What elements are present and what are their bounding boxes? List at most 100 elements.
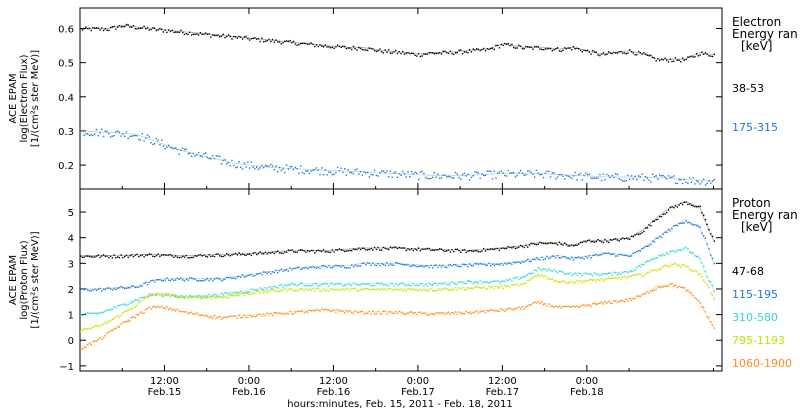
data-point	[319, 173, 321, 176]
data-point	[417, 178, 420, 180]
data-point	[349, 47, 351, 49]
data-point	[252, 275, 254, 277]
data-point	[581, 304, 583, 306]
data-point	[314, 310, 316, 312]
data-point	[171, 29, 173, 32]
data-point	[143, 298, 145, 300]
data-point	[236, 254, 238, 256]
data-point	[696, 270, 698, 272]
data-point	[622, 300, 624, 302]
data-point	[655, 60, 657, 62]
data-point	[234, 292, 237, 294]
data-point	[671, 263, 673, 266]
data-point	[527, 246, 529, 248]
data-point	[634, 234, 636, 236]
data-point	[680, 286, 682, 288]
data-point	[405, 52, 407, 54]
data-point	[442, 174, 444, 176]
data-point	[483, 174, 485, 177]
data-point	[627, 272, 629, 274]
data-point	[210, 278, 212, 280]
data-point	[673, 263, 675, 266]
data-point	[303, 42, 305, 44]
data-point	[615, 277, 617, 279]
data-point	[185, 295, 187, 298]
data-point	[678, 59, 680, 61]
data-point	[132, 307, 135, 309]
data-point	[467, 280, 469, 282]
data-point	[599, 254, 601, 256]
data-point	[166, 31, 168, 34]
data-point	[169, 307, 172, 310]
data-point	[175, 294, 177, 296]
data-point	[708, 286, 710, 289]
data-point	[618, 178, 620, 180]
data-point	[539, 174, 541, 176]
data-point	[523, 48, 525, 50]
data-point	[453, 263, 455, 266]
data-point	[703, 265, 705, 268]
data-point	[391, 283, 393, 285]
data-point	[284, 171, 286, 174]
data-point	[344, 45, 346, 48]
data-point	[95, 128, 98, 131]
data-point	[134, 306, 136, 308]
data-point	[680, 179, 682, 181]
data-point	[109, 288, 112, 290]
data-point	[400, 247, 402, 249]
data-point	[576, 257, 578, 259]
data-point	[148, 136, 150, 138]
y-axis-label: [1/(cm²s ster MeV)]	[30, 50, 41, 147]
data-point	[657, 256, 659, 259]
data-point	[134, 254, 136, 256]
data-point	[655, 237, 657, 239]
data-point	[534, 176, 536, 178]
data-point	[652, 173, 654, 175]
data-point	[248, 167, 251, 169]
data-point	[652, 220, 654, 223]
data-point	[234, 315, 237, 317]
data-point	[287, 284, 290, 286]
data-point	[111, 257, 114, 259]
data-point	[511, 308, 513, 311]
data-point	[711, 180, 714, 182]
data-point	[602, 273, 605, 275]
data-point	[518, 172, 520, 174]
data-point	[551, 277, 553, 280]
data-point	[182, 295, 184, 297]
data-point	[321, 167, 323, 169]
data-point	[696, 206, 698, 208]
data-point	[338, 170, 341, 172]
data-point	[344, 168, 346, 170]
data-point	[634, 269, 636, 271]
data-point	[444, 287, 446, 289]
data-point	[410, 171, 413, 173]
data-point	[382, 284, 385, 286]
x-tick-time: 0:00	[576, 376, 598, 387]
data-point	[358, 46, 360, 49]
data-point	[439, 248, 441, 250]
data-point	[396, 247, 399, 250]
data-point	[280, 290, 282, 292]
data-point	[336, 44, 339, 46]
data-point	[124, 255, 126, 258]
data-point	[351, 249, 353, 252]
data-point	[88, 342, 91, 345]
data-point	[502, 287, 504, 290]
data-point	[456, 283, 458, 285]
data-point	[416, 172, 418, 174]
data-point	[87, 312, 89, 314]
data-point	[683, 247, 685, 249]
data-point	[111, 135, 114, 137]
data-point	[514, 308, 517, 310]
data-point	[352, 248, 355, 250]
data-point	[240, 166, 242, 169]
data-point	[497, 247, 499, 250]
data-point	[549, 305, 552, 307]
data-point	[622, 271, 624, 274]
data-point	[669, 265, 671, 267]
data-point	[551, 255, 553, 257]
data-point	[87, 328, 89, 330]
data-point	[192, 278, 194, 280]
data-point	[629, 255, 631, 258]
